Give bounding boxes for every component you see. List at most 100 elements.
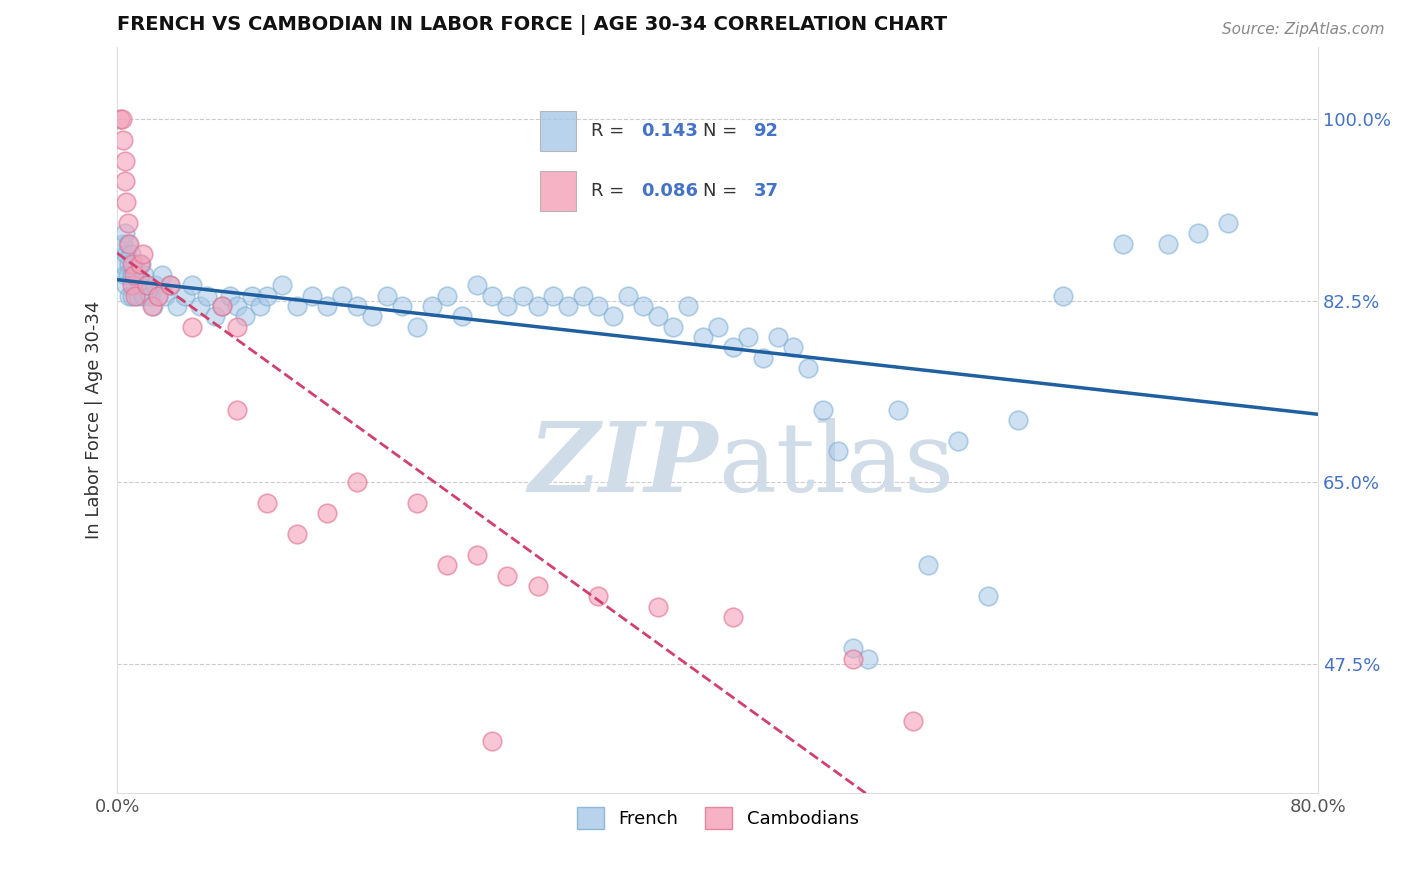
Point [512,288,534,302]
Point [125,268,148,282]
Point [121,278,143,293]
Point [391,299,413,313]
Point [128,257,150,271]
Point [496,299,519,313]
Point [117,268,139,282]
Point [346,299,368,313]
Point [139,288,162,302]
Point [117,236,139,251]
Point [108,112,131,127]
Text: 92: 92 [754,121,779,139]
FancyBboxPatch shape [540,111,576,151]
Point [136,278,159,293]
Point [181,319,204,334]
Text: R =: R = [591,121,630,139]
Point [121,288,143,302]
Point [541,288,564,302]
Point [661,319,683,334]
Point [676,299,699,313]
Point [181,278,204,293]
Point [1216,216,1239,230]
Point [406,496,429,510]
Point [751,351,773,365]
Point [436,558,458,573]
Point [226,319,249,334]
Text: N =: N = [703,121,742,139]
Point [226,299,249,313]
Point [285,299,308,313]
Point [361,310,384,324]
FancyBboxPatch shape [540,170,576,211]
Point [827,444,849,458]
Point [346,475,368,490]
Point [377,288,399,302]
Point [586,590,609,604]
Point [173,288,195,302]
Point [481,734,503,748]
Point [467,278,489,293]
Point [127,288,149,302]
Point [122,257,145,271]
Point [211,299,233,313]
Point [766,330,789,344]
Legend: French, Cambodians: French, Cambodians [569,800,866,837]
Point [602,310,624,324]
Point [481,288,503,302]
Point [1157,236,1180,251]
Point [143,278,166,293]
Point [115,278,138,293]
Text: 37: 37 [754,182,779,200]
Point [112,133,135,147]
Point [204,310,226,324]
Point [118,288,141,302]
Point [706,319,728,334]
Point [121,257,143,271]
Point [132,288,155,302]
Point [1007,413,1029,427]
Point [811,402,834,417]
Text: R =: R = [591,182,630,200]
Point [842,641,865,656]
Point [112,236,135,251]
Point [128,278,150,293]
Point [233,310,256,324]
Point [301,288,323,302]
Point [782,340,804,354]
Point [496,568,519,582]
Text: 0.086: 0.086 [641,182,699,200]
Point [124,288,146,302]
Point [117,216,139,230]
Point [118,257,141,271]
Point [129,257,152,271]
Point [571,288,593,302]
Point [422,299,444,313]
Point [901,714,924,728]
Point [285,527,308,541]
Point [796,361,818,376]
Point [124,278,146,293]
Point [616,288,638,302]
Point [134,268,156,282]
Point [647,310,669,324]
Point [111,112,134,127]
Point [115,195,138,210]
Point [631,299,654,313]
Point [226,402,249,417]
Point [1052,288,1074,302]
Point [114,268,136,282]
Point [557,299,579,313]
Point [188,299,211,313]
Point [977,590,1000,604]
Point [647,599,669,614]
Text: N =: N = [703,182,742,200]
Point [721,340,744,354]
Point [842,651,865,665]
Point [1187,227,1209,241]
Point [436,288,458,302]
Point [256,496,278,510]
Point [166,299,188,313]
Point [316,506,339,520]
Text: ZIP: ZIP [529,417,717,512]
Point [737,330,759,344]
Point [114,227,136,241]
